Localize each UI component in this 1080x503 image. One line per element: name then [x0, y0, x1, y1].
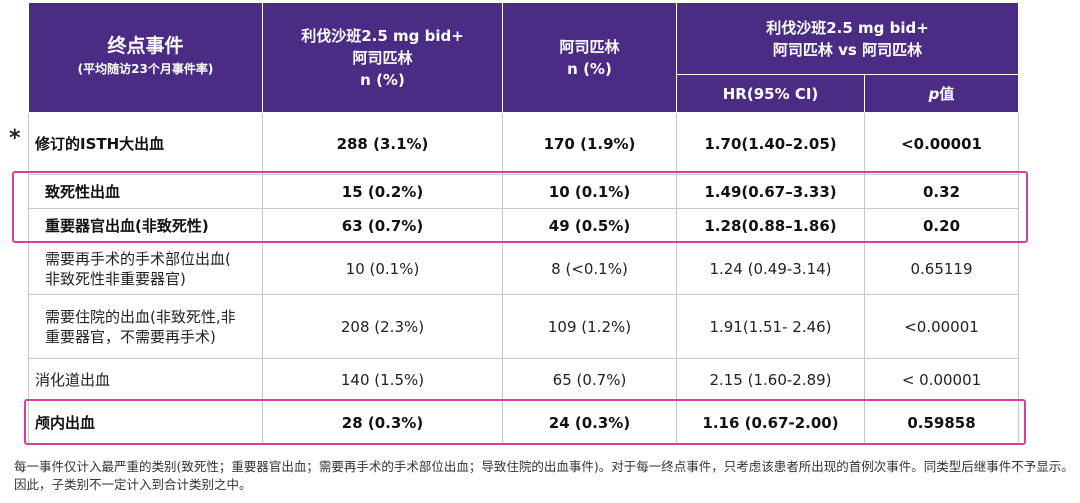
row-p: 0.59858 — [863, 400, 1020, 445]
row-riva: 288 (3.1%) — [262, 112, 503, 175]
header-compare-line2: 阿司匹林 vs 阿司匹林 — [772, 40, 923, 59]
row-riva: 63 (0.7%) — [262, 208, 503, 243]
row-p: 0.65119 — [863, 242, 1020, 295]
row-asp: 10 (0.1%) — [502, 174, 677, 209]
row-name: 颅内出血 — [28, 400, 263, 445]
table-row: 颅内出血 28 (0.3%) 24 (0.3%) 1.16 (0.67-2.00… — [28, 400, 1020, 445]
row-name: 致死性出血 — [28, 174, 263, 209]
row-hr: 1.91(1.51- 2.46) — [676, 294, 865, 359]
row-p: 0.32 — [863, 174, 1020, 209]
row-hr: 1.49(0.67–3.33) — [676, 174, 865, 209]
footnote: 每一事件仅计入最严重的类别(致死性；重要器官出血；需要再手术的手术部位出血；导致… — [14, 459, 1074, 492]
row-riva: 15 (0.2%) — [262, 174, 503, 209]
row-name: 重要器官出血(非致死性) — [28, 208, 263, 243]
table-row: 修订的ISTH大出血 288 (3.1%) 170 (1.9%) 1.70(1.… — [28, 112, 1020, 175]
row-p: < 0.00001 — [863, 358, 1020, 401]
header-comparison: 利伐沙班2.5 mg bid+ 阿司匹林 vs 阿司匹林 — [675, 2, 1020, 75]
row-hr: 1.16 (0.67-2.00) — [676, 400, 865, 445]
header-endpoint-subtitle: (平均随访23个月事件率) — [77, 62, 214, 76]
row-name-line1: 需要再手术的手术部位出血( — [45, 249, 231, 268]
header-p-italic: p — [928, 84, 940, 103]
header-asp-line1: 阿司匹林 — [559, 37, 620, 56]
header-endpoint-title: 终点事件 — [107, 35, 184, 57]
row-p: 0.20 — [863, 208, 1020, 243]
table-row: 致死性出血 15 (0.2%) 10 (0.1%) 1.49(0.67–3.33… — [28, 174, 1020, 209]
header-riva-line2: 阿司匹林 — [352, 48, 413, 67]
row-name: 需要住院的出血(非致死性,非 重要器官，不需要再手术) — [28, 294, 263, 359]
row-riva: 140 (1.5%) — [262, 358, 503, 401]
table-row: 需要再手术的手术部位出血( 非致死性非重要器官) 10 (0.1%) 8 (<0… — [28, 242, 1020, 295]
row-asp: 170 (1.9%) — [502, 112, 677, 175]
row-name-line2: 重要器官，不需要再手术) — [45, 327, 216, 346]
row-name-line1: 需要住院的出血(非致死性,非 — [45, 307, 236, 326]
row-asp: 8 (<0.1%) — [502, 242, 677, 295]
row-asp: 109 (1.2%) — [502, 294, 677, 359]
header-asp-line2: n (%) — [567, 59, 612, 78]
header-riva-line1: 利伐沙班2.5 mg bid+ — [301, 26, 464, 45]
header-endpoint: 终点事件 (平均随访23个月事件率) — [28, 2, 263, 113]
row-name-line2: 非致死性非重要器官) — [45, 269, 186, 288]
row-name: 需要再手术的手术部位出血( 非致死性非重要器官) — [28, 242, 263, 295]
row-riva: 10 (0.1%) — [262, 242, 503, 295]
table-row: 重要器官出血(非致死性) 63 (0.7%) 49 (0.5%) 1.28(0.… — [28, 208, 1020, 243]
row-name: 修订的ISTH大出血 — [28, 112, 263, 175]
header-hr: HR(95% CI) — [676, 74, 865, 113]
row-hr: 1.70(1.40–2.05) — [676, 112, 865, 175]
header-rivaroxaban: 利伐沙班2.5 mg bid+ 阿司匹林 n (%) — [262, 2, 503, 113]
row-hr: 1.24 (0.49-3.14) — [676, 242, 865, 295]
header-p-value: p值 — [863, 74, 1020, 113]
row-hr: 1.28(0.88–1.86) — [676, 208, 865, 243]
row-asp: 65 (0.7%) — [502, 358, 677, 401]
row-asp: 24 (0.3%) — [502, 400, 677, 445]
row-p: <0.00001 — [863, 294, 1020, 359]
row-hr: 2.15 (1.60-2.89) — [676, 358, 865, 401]
row-name: 消化道出血 — [28, 358, 263, 401]
asterisk-marker: * — [9, 126, 21, 151]
table-row: 需要住院的出血(非致死性,非 重要器官，不需要再手术) 208 (2.3%) 1… — [28, 294, 1020, 359]
header-row-1: 终点事件 (平均随访23个月事件率) 利伐沙班2.5 mg bid+ 阿司匹林 … — [28, 2, 1020, 113]
header-riva-line3: n (%) — [360, 70, 405, 89]
header-compare-line1: 利伐沙班2.5 mg bid+ — [766, 18, 929, 37]
header-p-rest: 值 — [939, 84, 955, 103]
row-asp: 49 (0.5%) — [502, 208, 677, 243]
header-row-2: HR(95% CI) p值 — [29, 74, 1020, 113]
row-riva: 28 (0.3%) — [262, 400, 503, 445]
header-aspirin: 阿司匹林 n (%) — [502, 2, 677, 113]
row-p: <0.00001 — [863, 112, 1020, 175]
table-row: 消化道出血 140 (1.5%) 65 (0.7%) 2.15 (1.60-2.… — [28, 358, 1020, 401]
bleeding-endpoints-table: 终点事件 (平均随访23个月事件率) 利伐沙班2.5 mg bid+ 阿司匹林 … — [28, 2, 1020, 445]
row-riva: 208 (2.3%) — [262, 294, 503, 359]
